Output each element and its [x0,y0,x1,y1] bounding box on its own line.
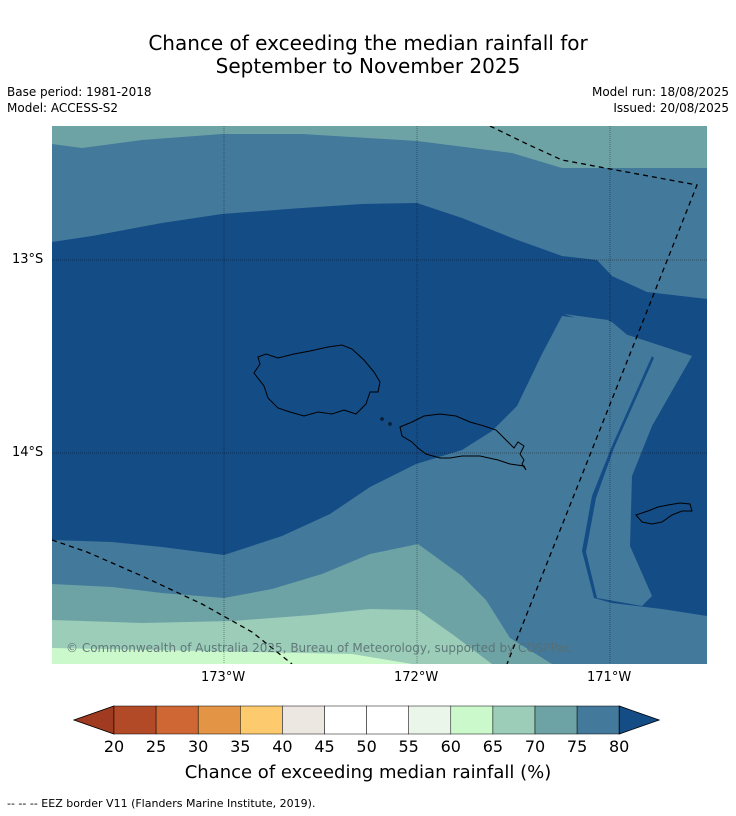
lat-label-14s: 14°S [12,445,44,460]
colorbar-segment-30-35 [197,705,241,735]
graticule [52,126,707,664]
colorbar [72,705,665,739]
colorbar-svg [72,705,661,735]
colorbar-tick-40: 40 [272,737,293,756]
base-period: Base period: 1981-2018 [7,85,152,99]
colorbar-arrow-high [618,705,661,735]
colorbar-tick-30: 30 [188,737,209,756]
colorbar-tick-25: 25 [145,737,167,756]
colorbar-tick-45: 45 [314,737,335,756]
colorbar-segment-35-40 [240,705,283,735]
meta-left: Base period: 1981-2018 Model: ACCESS-S2 [7,84,152,116]
map-title-line1: Chance of exceeding the median rainfall … [148,31,588,55]
colorbar-arrow-low [72,705,115,735]
colorbar-tick-55: 55 [398,737,419,756]
zone-75-80-tongue [564,314,692,606]
colorbar-tick-50: 50 [356,737,377,756]
colorbar-segment-20-25 [113,705,157,735]
colorbar-segment-70-75 [534,705,578,735]
zone-80-plus [52,203,707,616]
copyright-notice: © Commonwealth of Australia 2025, Bureau… [66,641,572,655]
colorbar-tick-70: 70 [524,737,546,756]
colorbar-tick-60: 60 [440,737,461,756]
colorbar-segment-65-70 [492,705,536,735]
issued-date: Issued: 20/08/2025 [613,101,729,115]
zone-60-65 [52,648,412,664]
meta-right: Model run: 18/08/2025 Issued: 20/08/2025 [592,84,729,116]
colorbar-tick-75: 75 [566,737,588,756]
map-panel [52,126,707,664]
tutuila-island [635,502,693,525]
lon-label-173w: 173°W [201,670,246,685]
savaii-island [253,344,381,417]
eez-border [52,126,698,664]
upolu-island [399,413,527,471]
colorbar-segment-50-55 [366,705,409,735]
map-svg [52,126,707,664]
colorbar-tick-20: 20 [103,737,125,756]
colorbar-segment-45-50 [324,705,367,735]
lon-label-172w: 172°W [394,670,439,685]
eez-footnote: -- -- -- EEZ border V11 (Flanders Marine… [7,797,316,810]
colorbar-segment-60-65 [450,705,494,735]
colorbar-tick-35: 35 [230,737,251,756]
colorbar-tick-65: 65 [482,737,504,756]
colorbar-segment-40-45 [282,705,325,735]
lat-label-13s: 13°S [12,252,44,267]
islet-1 [380,417,384,421]
islet-2 [388,422,392,426]
model-name: Model: ACCESS-S2 [7,101,119,115]
colorbar-segment-55-60 [408,705,452,735]
colorbar-label: Chance of exceeding median rainfall (%) [184,762,552,783]
colorbar-segment-75-80 [576,705,620,735]
model-run: Model run: 18/08/2025 [591,85,729,99]
colorbar-segment-25-30 [155,705,199,735]
colorbar-tick-80: 80 [609,737,630,756]
lon-label-171w: 171°W [587,670,632,685]
map-title-line2: September to November 2025 [215,54,521,78]
